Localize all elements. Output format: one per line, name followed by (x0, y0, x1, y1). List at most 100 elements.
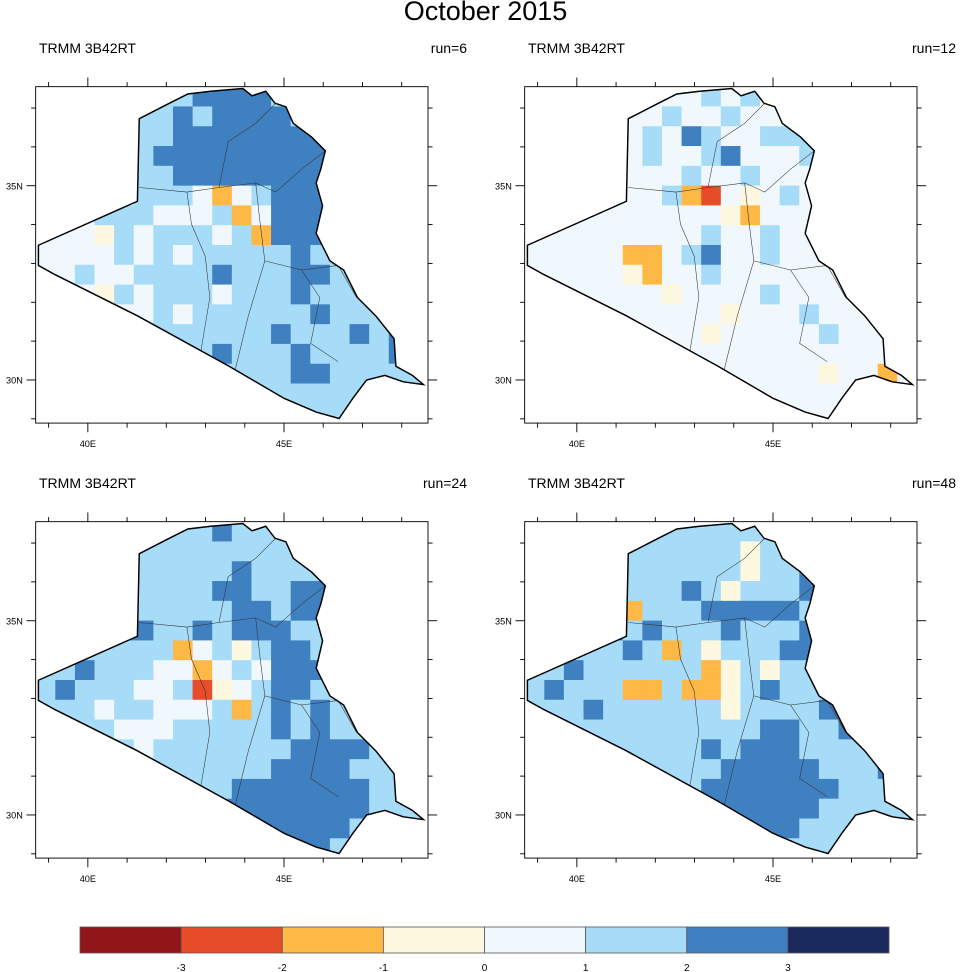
grid-cell (192, 778, 213, 800)
grid-cell (622, 818, 643, 839)
grid-cell (153, 244, 174, 266)
grid-cell (701, 561, 722, 582)
grid-cell (818, 778, 839, 800)
grid-cell (94, 778, 115, 800)
grid-cell (388, 719, 409, 740)
grid-cell (290, 581, 311, 602)
grid-cell (858, 838, 879, 854)
precip-grid (38, 88, 424, 419)
grid-cell (858, 620, 879, 641)
grid-cell (642, 660, 663, 681)
grid-cell (192, 523, 213, 542)
grid-cell (94, 284, 115, 305)
grid-cell (701, 679, 722, 701)
grid-cell (897, 244, 913, 266)
grid-cell (877, 739, 898, 760)
grid-cell (290, 739, 311, 760)
grid-cell (369, 264, 390, 286)
grid-cell (153, 818, 174, 839)
grid-cell (94, 523, 115, 542)
grid-cell (701, 778, 722, 800)
grid-cell (877, 88, 898, 107)
grid-cell (114, 403, 135, 419)
grid-cell (212, 739, 233, 760)
grid-cell (527, 106, 545, 127)
grid-cell (838, 126, 859, 147)
grid-cell (290, 600, 311, 622)
grid-cell (603, 225, 624, 246)
grid-cell (799, 106, 820, 127)
grid-cell (212, 640, 233, 661)
grid-cell (740, 541, 761, 562)
grid-cell (251, 541, 272, 562)
grid-cell (720, 541, 741, 562)
grid-cell (310, 264, 331, 286)
grid-cell (661, 363, 683, 384)
grid-cell (838, 205, 859, 226)
grid-cell (369, 600, 390, 622)
grid-cell (133, 244, 154, 266)
grid-cell (153, 620, 174, 641)
grid-cell (701, 660, 722, 681)
grid-cell (583, 146, 604, 167)
grid-cell (701, 225, 722, 246)
grid-cell (622, 600, 643, 622)
grid-cell (212, 88, 233, 107)
grid-cell (349, 523, 370, 542)
grid-cell (38, 324, 56, 345)
grid-cell (290, 205, 311, 226)
province-border (218, 102, 277, 188)
grid-cell (760, 205, 781, 226)
grid-cell (603, 838, 624, 854)
province-border (721, 617, 755, 816)
grid-cell (563, 838, 584, 854)
grid-cell (251, 798, 272, 819)
grid-cell (74, 106, 95, 127)
grid-cell (94, 146, 115, 167)
grid-cell (114, 324, 135, 345)
grid-cell (369, 838, 390, 854)
grid-cell (701, 324, 722, 345)
grid-cell (329, 324, 350, 345)
grid-cell (114, 561, 135, 582)
grid-cell (701, 838, 722, 854)
grid-cell (349, 106, 370, 127)
grid-cell (212, 523, 233, 542)
grid-cell (408, 264, 424, 286)
grid-cell (818, 600, 839, 622)
grid-cell (271, 600, 292, 622)
grid-cell (642, 719, 663, 740)
grid-cell (310, 699, 331, 721)
grid-cell (877, 699, 898, 721)
grid-cell (877, 343, 898, 365)
map-panel-run-12: TRMM 3B42RT run=12 40E 45E 35N 30N (495, 40, 968, 490)
map-plot: 40E 45E 35N 30N (495, 77, 927, 449)
grid-cell (681, 264, 702, 286)
grid-cell (38, 561, 56, 582)
grid-cell (329, 523, 350, 542)
grid-cell (55, 640, 76, 661)
grid-cell (701, 383, 722, 404)
grid-cell (818, 640, 839, 661)
grid-cell (251, 818, 272, 839)
grid-cell (818, 818, 839, 839)
map-frame (35, 521, 429, 859)
grid-cell (799, 324, 820, 345)
grid-cell (858, 106, 879, 127)
grid-cell (349, 640, 370, 661)
grid-cell (290, 284, 311, 305)
grid-cell (290, 798, 311, 819)
grid-cell (779, 264, 800, 286)
grid-cell (681, 403, 702, 419)
grid-cell (603, 363, 624, 384)
colorbar-swatch (686, 926, 789, 954)
grid-cell (681, 581, 702, 602)
province-border (275, 585, 326, 628)
grid-cell (114, 205, 135, 226)
grid-cell (544, 600, 565, 622)
grid-cell (192, 798, 213, 819)
grid-cell (349, 225, 370, 246)
grid-cell (897, 640, 913, 661)
grid-cell (74, 739, 95, 760)
grid-cell (681, 205, 702, 226)
